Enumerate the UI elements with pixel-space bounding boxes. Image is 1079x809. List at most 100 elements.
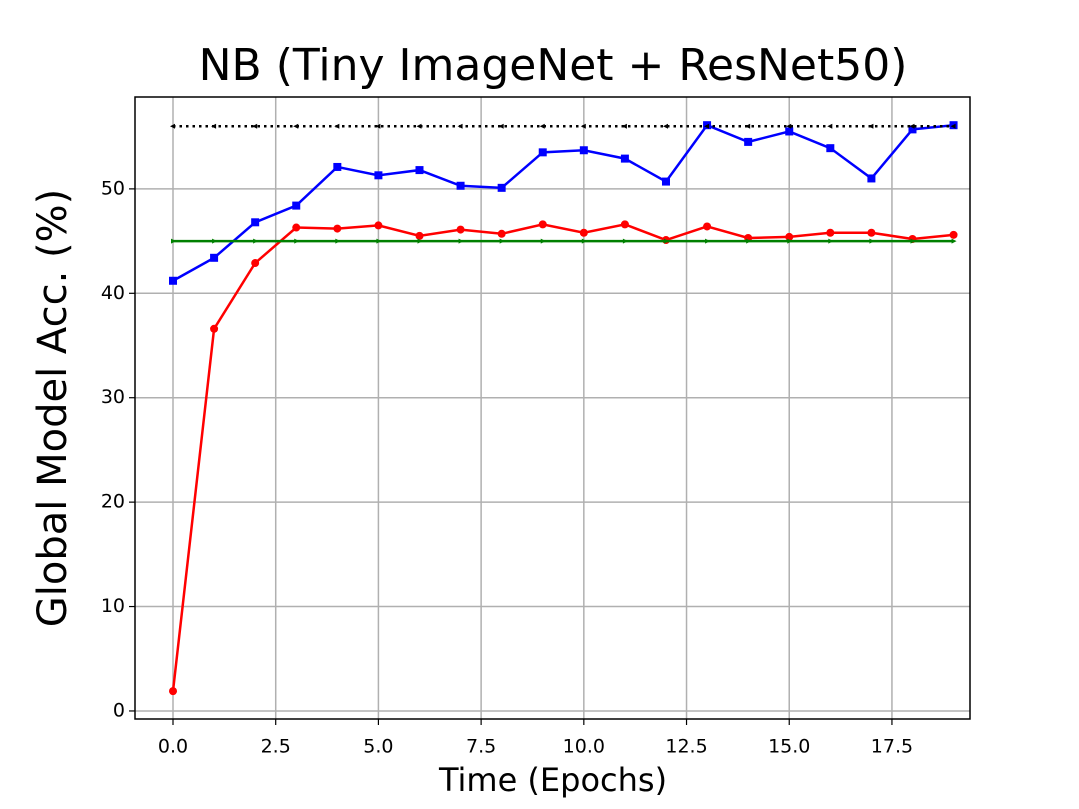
marker bbox=[458, 238, 464, 244]
marker bbox=[294, 238, 300, 244]
marker bbox=[415, 231, 424, 240]
marker bbox=[375, 123, 381, 129]
marker bbox=[826, 144, 835, 153]
marker bbox=[293, 123, 299, 129]
marker bbox=[210, 253, 219, 262]
y-tick-label: 40 bbox=[101, 282, 125, 304]
marker bbox=[581, 238, 587, 244]
marker bbox=[908, 125, 917, 134]
series bbox=[171, 238, 957, 244]
marker bbox=[704, 123, 710, 129]
marker bbox=[169, 276, 178, 285]
marker bbox=[498, 123, 504, 129]
marker bbox=[169, 687, 178, 696]
marker bbox=[662, 123, 668, 129]
line bbox=[171, 223, 954, 692]
marker bbox=[867, 174, 876, 183]
marker bbox=[869, 238, 875, 244]
x-tick-label: 17.5 bbox=[871, 736, 913, 758]
marker bbox=[910, 238, 916, 244]
marker bbox=[252, 123, 258, 129]
marker bbox=[253, 238, 259, 244]
marker bbox=[705, 238, 711, 244]
y-tick-label: 50 bbox=[101, 177, 125, 199]
y-tick-label: 0 bbox=[113, 699, 125, 721]
y-tick-label: 30 bbox=[101, 386, 125, 408]
x-tick-label: 12.5 bbox=[665, 736, 707, 758]
chart-title: NB (Tiny ImageNet + ResNet50) bbox=[199, 40, 908, 91]
marker bbox=[292, 201, 301, 210]
marker bbox=[786, 123, 792, 129]
marker bbox=[621, 123, 627, 129]
marker bbox=[661, 177, 670, 186]
marker bbox=[579, 228, 588, 237]
marker bbox=[949, 230, 958, 239]
marker bbox=[333, 224, 342, 233]
marker bbox=[909, 123, 915, 129]
marker bbox=[746, 238, 752, 244]
line bbox=[172, 123, 954, 282]
marker bbox=[456, 181, 465, 190]
marker bbox=[867, 228, 876, 237]
marker bbox=[374, 221, 383, 230]
x-tick-label: 0.0 bbox=[158, 736, 188, 758]
marker bbox=[170, 123, 176, 129]
marker bbox=[868, 123, 874, 129]
marker bbox=[211, 123, 217, 129]
marker bbox=[579, 146, 588, 155]
y-axis-label: Global Model Acc. (%) bbox=[30, 189, 76, 627]
x-tick-label: 7.5 bbox=[466, 736, 496, 758]
marker bbox=[210, 324, 219, 333]
marker bbox=[374, 171, 383, 180]
marker bbox=[497, 183, 506, 192]
series bbox=[169, 220, 958, 696]
marker bbox=[538, 148, 547, 157]
marker bbox=[539, 123, 545, 129]
marker bbox=[212, 238, 218, 244]
marker bbox=[826, 228, 835, 237]
marker bbox=[620, 154, 629, 163]
marker bbox=[416, 123, 422, 129]
marker bbox=[538, 220, 547, 229]
marker bbox=[251, 218, 260, 227]
marker bbox=[171, 238, 177, 244]
x-axis-label: Time (Epochs) bbox=[438, 761, 667, 799]
series bbox=[170, 123, 956, 129]
marker bbox=[828, 238, 834, 244]
marker bbox=[499, 238, 505, 244]
marker bbox=[744, 137, 753, 146]
series bbox=[169, 121, 958, 285]
y-tick-label: 10 bbox=[101, 595, 125, 617]
marker bbox=[580, 123, 586, 129]
marker bbox=[456, 225, 465, 234]
marker bbox=[376, 238, 382, 244]
marker bbox=[335, 238, 341, 244]
y-tick-label: 20 bbox=[101, 491, 125, 513]
marker bbox=[292, 223, 301, 232]
marker bbox=[785, 127, 794, 136]
marker bbox=[415, 166, 424, 175]
marker bbox=[663, 238, 669, 244]
x-tick-label: 10.0 bbox=[563, 736, 605, 758]
x-tick-label: 2.5 bbox=[261, 736, 291, 758]
marker bbox=[620, 220, 629, 229]
x-tick-label: 15.0 bbox=[768, 736, 810, 758]
marker bbox=[251, 259, 260, 268]
marker bbox=[417, 238, 423, 244]
marker bbox=[951, 238, 957, 244]
marker bbox=[827, 123, 833, 129]
marker bbox=[540, 238, 546, 244]
marker bbox=[457, 123, 463, 129]
marker bbox=[703, 222, 712, 231]
marker bbox=[950, 123, 956, 129]
x-tick-label: 5.0 bbox=[363, 736, 393, 758]
marker bbox=[497, 229, 506, 238]
marker bbox=[622, 238, 628, 244]
marker bbox=[745, 123, 751, 129]
marker bbox=[787, 238, 793, 244]
plot-frame bbox=[134, 96, 971, 720]
marker bbox=[333, 162, 342, 171]
marker bbox=[334, 123, 340, 129]
